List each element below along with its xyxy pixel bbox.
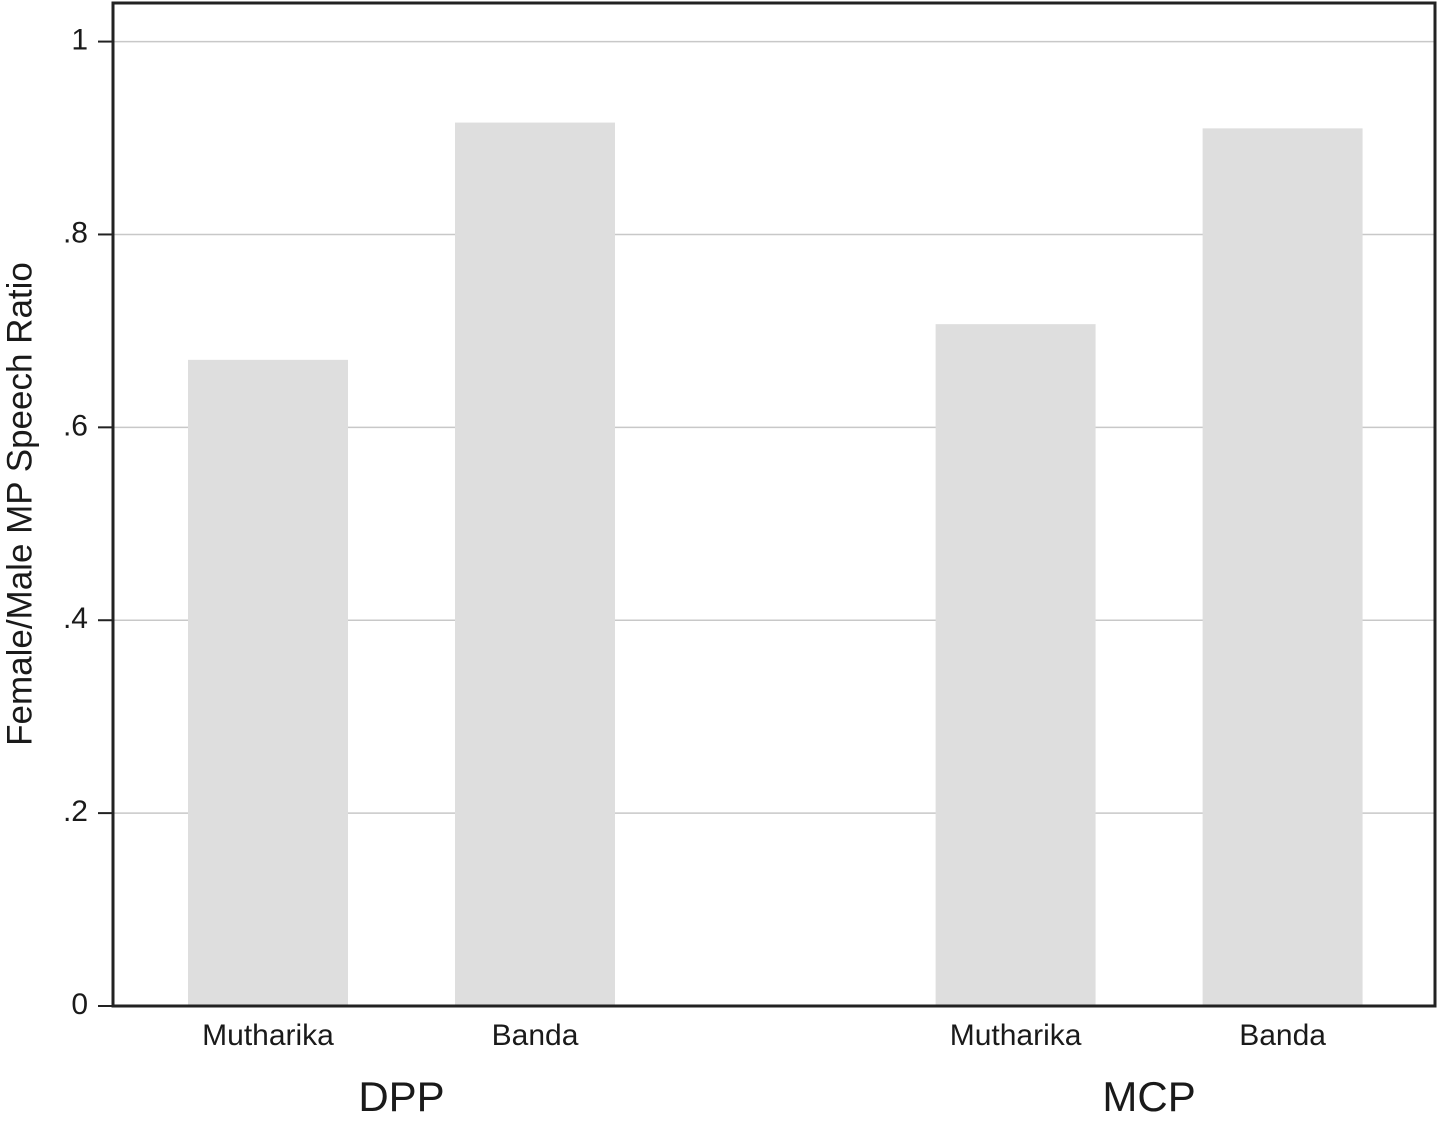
bar [935, 324, 1096, 1006]
bar [188, 359, 348, 1006]
x-tick-label: Banda [1239, 1019, 1326, 1052]
y-axis-label: Female/Male MP Speech Ratio [0, 262, 39, 746]
plot-frame [111, 1, 1437, 1008]
y-tick-label: 1 [71, 23, 88, 56]
y-tick-label: .4 [63, 602, 88, 635]
bar [455, 122, 615, 1007]
y-tick-label: .2 [63, 795, 88, 828]
x-tick-label: Banda [492, 1019, 579, 1052]
bar [1202, 128, 1363, 1006]
y-tick-label: .8 [63, 216, 88, 249]
x-tick-label: Mutharika [950, 1019, 1082, 1052]
x-tick-label: Mutharika [202, 1019, 334, 1052]
y-tick-label: 0 [71, 988, 88, 1021]
group-label: MCP [1102, 1073, 1195, 1120]
y-tick-label: .6 [63, 409, 88, 442]
group-label: DPP [358, 1073, 444, 1120]
